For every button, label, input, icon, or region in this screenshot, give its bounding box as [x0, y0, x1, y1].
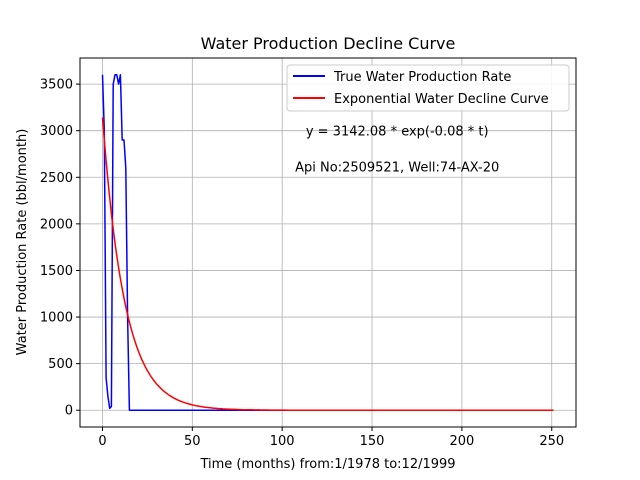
y-tick-label: 3500	[40, 78, 73, 93]
y-tick-label: 1500	[40, 264, 73, 279]
legend-label-exponential-curve: Exponential Water Decline Curve	[334, 92, 549, 107]
x-axis-label: Time (months) from:1/1978 to:12/1999	[199, 457, 455, 472]
y-tick-label: 0	[65, 404, 73, 419]
y-tick-label: 2500	[40, 171, 73, 186]
series-layer	[101, 74, 554, 411]
y-tick-label: 2000	[40, 217, 73, 232]
y-tick-label: 1000	[40, 311, 73, 326]
x-tick-label: 250	[539, 434, 564, 449]
legend-label-true-rate: True Water Production Rate	[333, 70, 511, 85]
x-tick-label: 50	[184, 434, 201, 449]
y-axis-label: Water Production Rate (bbl/month)	[15, 129, 30, 356]
y-tick-label: 3000	[40, 124, 73, 139]
series-line-true-rate	[101, 74, 554, 411]
y-axis-ticks: 0 500 1000 1500 2000 2500 3000 3500	[40, 78, 80, 419]
legend-box	[286, 64, 570, 112]
series-line-exponential-curve	[101, 117, 554, 411]
x-axis-ticks: 0 50 100 150 200 250	[98, 427, 564, 449]
y-tick-label: 500	[48, 357, 73, 372]
x-tick-label: 100	[270, 434, 295, 449]
legend: True Water Production Rate Exponential W…	[286, 64, 570, 112]
equation-annotation: y = 3142.08 * exp(-0.08 * t)	[306, 124, 489, 139]
x-tick-label: 150	[360, 434, 385, 449]
plot-frame	[79, 57, 577, 428]
annotations: y = 3142.08 * exp(-0.08 * t) Api No:2509…	[295, 124, 499, 175]
well-annotation: Api No:2509521, Well:74-AX-20	[295, 161, 499, 176]
chart-title: Water Production Decline Curve	[201, 34, 456, 53]
x-tick-label: 0	[98, 434, 106, 449]
x-tick-label: 200	[449, 434, 474, 449]
